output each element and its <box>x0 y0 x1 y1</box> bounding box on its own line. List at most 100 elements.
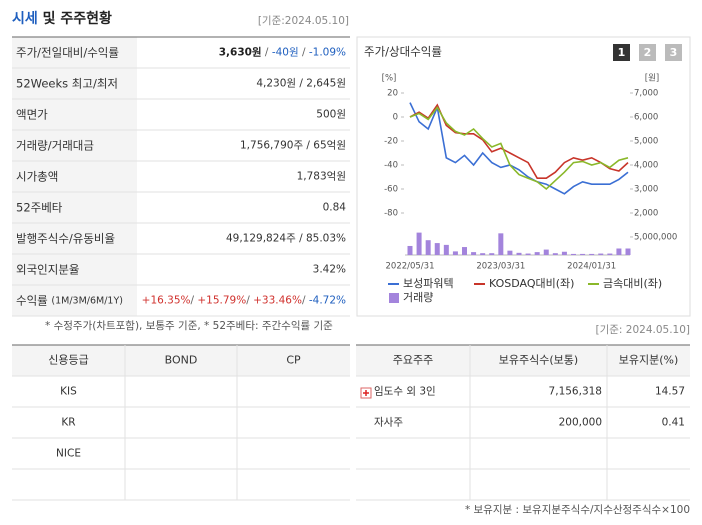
y-tick-label: -80 <box>384 209 398 219</box>
cell: 7,156,318 <box>549 386 602 398</box>
volume-bar <box>443 244 449 255</box>
volume-bar <box>452 251 458 255</box>
text-part: +15.79% <box>197 295 246 307</box>
chart-button[interactable] <box>665 44 682 61</box>
text-part: 수익률 <box>16 293 51 307</box>
cell: KR <box>61 417 75 429</box>
volume-bar <box>416 232 422 255</box>
text-part: 주가/전일대비/수익률 <box>16 45 119 59</box>
text-part: +16.35% <box>142 295 191 307</box>
column-header: BOND <box>165 354 198 367</box>
volume-bar <box>480 253 486 255</box>
chart-button-label: 2 <box>644 46 652 59</box>
footnote: * 보유지분 : 보유지분주식수/지수산정주식수×100 <box>465 504 690 516</box>
cell: 200,000 <box>559 417 602 429</box>
y-tick-label: 20 <box>387 89 398 99</box>
volume-bar <box>489 253 495 255</box>
volume-bar <box>607 253 613 255</box>
volume-bar <box>471 252 477 255</box>
row-value: 0.84 <box>323 202 347 214</box>
header-row <box>12 345 350 376</box>
y2-tick-label: 7,000 <box>634 89 658 99</box>
cell: 임도수 외 3인 <box>374 385 436 398</box>
cell: 14.57 <box>655 386 685 398</box>
column-header: 주요주주 <box>393 354 433 367</box>
row-value: 3.42% <box>313 264 346 276</box>
volume-bar <box>425 240 431 255</box>
label-cell <box>12 130 137 161</box>
label-cell <box>12 254 137 285</box>
text-part: (1M/3M/6M/1Y) <box>51 295 123 306</box>
label-cell <box>12 192 137 223</box>
y2-tick-label: 4,000 <box>634 161 658 171</box>
column-header: 보유주식수(보통) <box>499 354 578 367</box>
basis-date: [기준: 2024.05.10] <box>595 324 690 336</box>
text-part: / <box>246 295 253 307</box>
section-title: 시세 및 주주현황 <box>12 10 112 27</box>
y-tick-label: -20 <box>384 137 398 147</box>
text-part: 52주베타 <box>16 200 63 214</box>
volume-bar <box>571 253 576 255</box>
plus-icon <box>363 390 369 396</box>
text-part: 500원 <box>316 109 346 121</box>
y-unit: [%] <box>382 74 397 84</box>
row-value: 49,129,824주 / 85.03% <box>226 233 346 245</box>
column-header: 신용등급 <box>48 354 88 367</box>
volume-bar <box>543 249 549 255</box>
text-part: / <box>262 47 272 59</box>
volume-bar <box>462 247 467 255</box>
volume-bar <box>589 253 595 255</box>
y-tick-label: -60 <box>384 185 398 195</box>
text-part: -1.09% <box>309 47 346 59</box>
column-header: CP <box>286 354 301 367</box>
text-part: -4.72% <box>309 295 346 307</box>
y2-tick-label: 6,000 <box>634 113 658 123</box>
volume-bar <box>507 250 513 255</box>
row-label: 발행주식수/유동비율 <box>16 231 115 245</box>
text-part: 및 주주현황 <box>38 10 112 27</box>
row-value: 1,783억원 <box>297 171 346 183</box>
volume-bar <box>561 251 567 255</box>
text-part: 시세 <box>12 11 38 27</box>
chart-title: 주가/상대수익률 <box>364 45 442 59</box>
text-part: 3.42% <box>313 264 346 276</box>
row-value: +16.35%/ +15.79%/ +33.46%/ -4.72% <box>142 295 346 307</box>
chart-button-label: 1 <box>618 46 626 59</box>
text-part: 0.84 <box>323 202 347 214</box>
row-label: 수익률 (1M/3M/6M/1Y) <box>16 293 123 307</box>
chart-button[interactable] <box>613 44 630 61</box>
row-value: 4,230원 / 2,645원 <box>256 78 346 90</box>
text-part: 52Weeks 최고/최저 <box>16 76 118 90</box>
row-value: 1,756,790주 / 65억원 <box>240 140 346 152</box>
volume-bar <box>434 243 440 255</box>
legend-label: KOSDAQ대비(좌) <box>489 277 574 290</box>
text-part: / <box>302 295 309 307</box>
label-cell <box>12 161 137 192</box>
x-tick-label: 2023/03/31 <box>476 262 525 272</box>
label-cell <box>12 223 137 254</box>
chart-button[interactable] <box>639 44 656 61</box>
legend-swatch <box>389 293 399 303</box>
volume-bar <box>407 245 413 255</box>
legend-label: 보성파워텍 <box>403 277 454 290</box>
y2-tick-label: 5,000 <box>634 137 658 147</box>
series-line <box>409 105 629 191</box>
x-tick-label: 2022/05/31 <box>386 262 435 272</box>
volume-bar <box>552 253 558 255</box>
volume-bar <box>534 252 540 255</box>
text-part: +33.46% <box>253 295 302 307</box>
text-part: 거래량/거래대금 <box>16 138 94 152</box>
label-cell <box>12 37 137 68</box>
series-line <box>409 102 629 195</box>
cell: KIS <box>60 386 77 398</box>
row-label: 외국인지분율 <box>16 262 79 276</box>
y-tick-label: -40 <box>384 161 398 171</box>
legend-label: 금속대비(좌) <box>603 277 662 290</box>
volume-bar <box>525 253 531 255</box>
series-line <box>409 103 629 179</box>
row-label: 52Weeks 최고/최저 <box>16 76 118 90</box>
cell: NICE <box>56 448 81 460</box>
row-label: 주가/전일대비/수익률 <box>16 45 119 59</box>
y2-unit: [원] <box>645 74 659 84</box>
